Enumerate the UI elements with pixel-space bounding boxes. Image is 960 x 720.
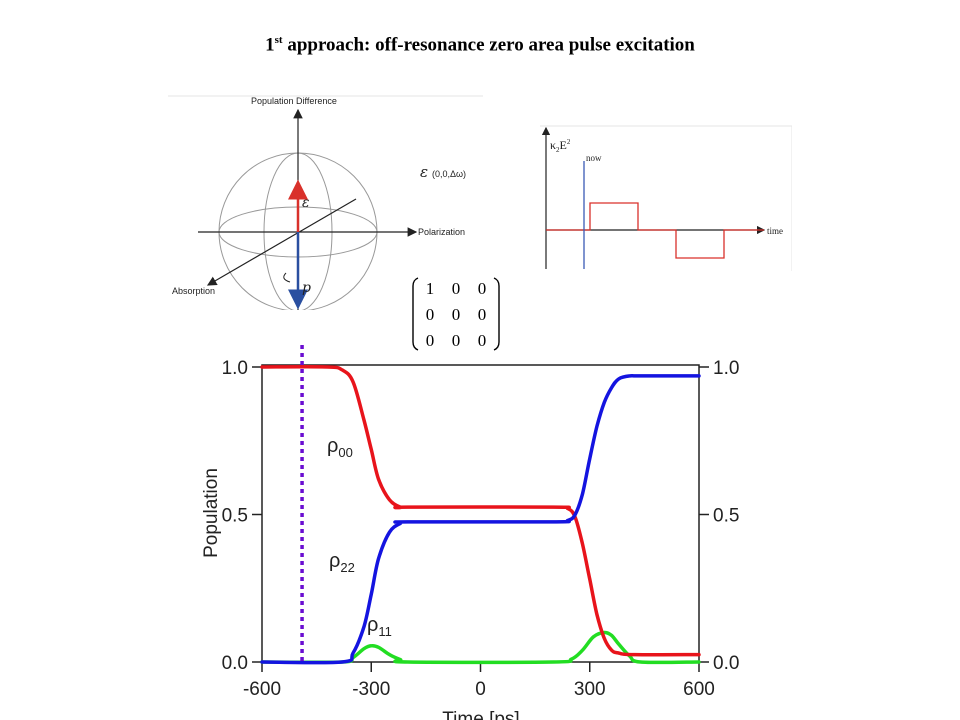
y-axis-title: Population [201,468,222,558]
rho22-label-sub: 22 [340,560,354,575]
pulse-time-label: time [767,226,783,236]
field-label: (0,0,Δω) [432,169,466,179]
pulse-y-label-kappa: κ [550,138,556,152]
series-ρ00-line [260,365,701,657]
y-tick-label-right: 0.0 [713,653,739,674]
x-axis-title: Time [ps] [442,709,519,720]
series-ρ22-line [260,373,701,665]
pulse-y-label-e: E [560,138,567,152]
plot-frame [261,364,700,663]
matrix-cell-2-1: 0 [452,331,461,350]
field-symbol-label: ε [420,163,428,181]
matrix-cell-2-2: 0 [478,331,487,350]
pulse-now-label: now [586,153,602,163]
y-tick-label-right: 0.5 [713,506,739,527]
x-tick-label: -300 [352,679,390,700]
x-tick-label: 300 [574,679,606,700]
x-tick-label: -600 [243,679,281,700]
y-tick-label-left: 0.5 [222,506,248,527]
title-text: approach: off-resonance zero area pulse … [282,34,695,56]
absorption-axis [206,198,357,286]
y-tick-label-right: 1.0 [713,358,739,379]
pulse-diagram: κ2E2 now time [540,125,792,271]
field-vector-label: ε [302,195,310,211]
matrix-cell-1-1: 0 [452,305,461,324]
matrix-cell-1-0: 0 [426,305,435,324]
bloch-sphere-diagram: Population Difference Polarization Absor… [168,95,483,310]
title-superscript: st [274,34,283,46]
matrix-cell-0-0: 1 [426,279,435,298]
slide-title: 1st approach: off-resonance zero area pu… [0,34,960,56]
title-prefix: 1 [265,34,275,56]
rho11-label: ρ11 [367,614,392,639]
matrix-left-bracket [412,277,419,351]
rho11-label-sub: 11 [378,624,392,639]
absorption-label: Absorption [172,286,215,296]
matrix-cell-0-1: 0 [452,279,461,298]
matrix-cell-0-2: 0 [478,279,487,298]
rho22-label-base: ρ [329,550,340,572]
svg-text:κ2E2: κ2E2 [550,138,571,154]
polarization-label: Polarization [418,227,465,237]
matrix-cell-1-2: 0 [478,305,487,324]
rho00-label-base: ρ [327,435,338,457]
series-ρ11-line [260,630,701,665]
pulse-y-label-sup: 2 [567,138,571,146]
population-chart: -600 -300 0 300 600 0.0 0.5 1.0 0.0 0.5 1.0 Popula… [201,345,739,720]
x-tick-label: 600 [683,679,715,700]
y-tick-label-left: 1.0 [222,358,248,379]
rho00-label: ρ00 [327,435,353,460]
population-difference-label: Population Difference [251,96,337,106]
zero-area-pulse [546,202,764,259]
pulse-y-label-sub: 2 [556,146,560,154]
x-tick-label: 0 [475,679,486,700]
rho22-label: ρ22 [329,550,355,575]
matrix-right-bracket [493,277,500,351]
matrix-cell-2-0: 0 [426,331,435,350]
rotation-arrow-icon [283,272,291,283]
y-tick-label-left: 0.0 [222,653,248,674]
rho00-label-sub: 00 [338,445,352,460]
bloch-vector-label: p [302,280,311,296]
density-matrix: 1 0 00 0 00 0 0 [412,277,500,351]
rho11-label-base: ρ [367,614,378,636]
